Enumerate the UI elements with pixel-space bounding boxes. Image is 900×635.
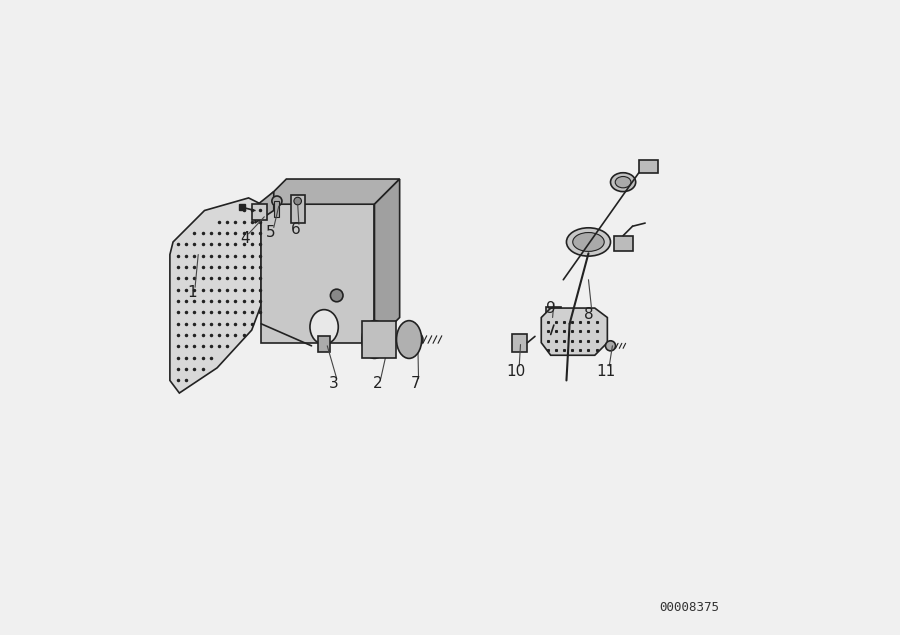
Text: 1: 1 (187, 285, 197, 300)
Text: 6: 6 (291, 222, 301, 237)
Text: 2: 2 (373, 376, 382, 391)
FancyBboxPatch shape (318, 337, 330, 352)
FancyBboxPatch shape (639, 160, 658, 173)
Ellipse shape (610, 173, 635, 192)
FancyBboxPatch shape (274, 201, 279, 217)
Ellipse shape (310, 310, 338, 344)
Circle shape (272, 196, 282, 206)
Text: 5: 5 (266, 225, 275, 240)
Text: 00008375: 00008375 (659, 601, 719, 613)
Text: 3: 3 (328, 376, 338, 391)
Polygon shape (541, 308, 608, 355)
Text: 11: 11 (597, 363, 616, 378)
Ellipse shape (616, 177, 631, 188)
FancyBboxPatch shape (614, 236, 633, 251)
FancyBboxPatch shape (261, 204, 374, 343)
FancyBboxPatch shape (252, 204, 267, 220)
Ellipse shape (397, 321, 422, 358)
FancyBboxPatch shape (362, 321, 397, 358)
FancyBboxPatch shape (292, 195, 305, 223)
FancyBboxPatch shape (512, 335, 527, 352)
Circle shape (330, 289, 343, 302)
Text: 8: 8 (584, 307, 593, 322)
Ellipse shape (572, 232, 604, 251)
Text: 4: 4 (240, 231, 250, 246)
Text: 7: 7 (410, 376, 420, 391)
FancyBboxPatch shape (546, 307, 562, 325)
Ellipse shape (560, 310, 572, 325)
Ellipse shape (362, 321, 387, 358)
Circle shape (408, 332, 423, 347)
Circle shape (606, 341, 616, 351)
Polygon shape (374, 179, 400, 343)
Polygon shape (261, 179, 400, 204)
Circle shape (294, 197, 302, 205)
Polygon shape (255, 192, 274, 223)
Text: 10: 10 (507, 363, 526, 378)
Text: 9: 9 (545, 300, 555, 316)
Polygon shape (170, 198, 261, 393)
Ellipse shape (566, 228, 610, 256)
